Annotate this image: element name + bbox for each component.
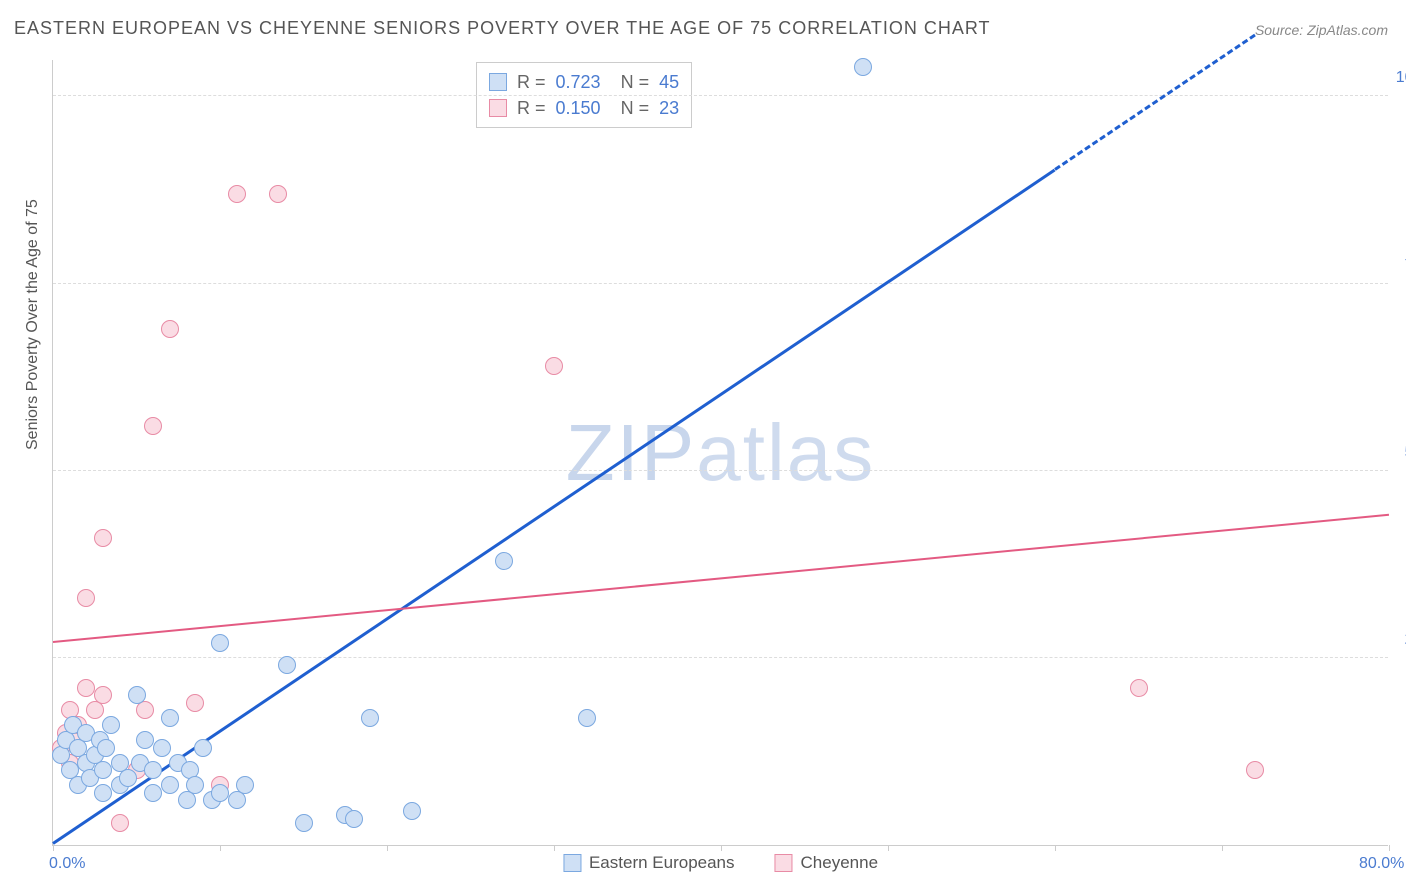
legend-label: Eastern Europeans: [589, 853, 735, 873]
x-axis-tick: [220, 845, 221, 851]
watermark: ZIPatlas: [566, 407, 875, 499]
scatter-point: [345, 810, 363, 828]
scatter-point: [97, 739, 115, 757]
x-tick-label: 0.0%: [49, 855, 85, 873]
scatter-point: [1130, 679, 1148, 697]
gridline-horizontal: [53, 470, 1388, 471]
stats-n-value: 45: [659, 69, 679, 95]
scatter-point: [854, 58, 872, 76]
stats-swatch-icon: [489, 73, 507, 91]
scatter-point: [186, 776, 204, 794]
scatter-point: [77, 589, 95, 607]
gridline-horizontal: [53, 283, 1388, 284]
scatter-point: [278, 656, 296, 674]
gridline-horizontal: [53, 95, 1388, 96]
scatter-point: [403, 802, 421, 820]
legend-swatch-icon: [775, 854, 793, 872]
scatter-point: [111, 814, 129, 832]
chart-container: EASTERN EUROPEAN VS CHEYENNE SENIORS POV…: [0, 0, 1406, 892]
stats-row: R = 0.723 N = 45: [489, 69, 679, 95]
legend-swatch-icon: [563, 854, 581, 872]
x-axis-tick: [387, 845, 388, 851]
scatter-point: [194, 739, 212, 757]
stats-r-label: R =: [517, 69, 546, 95]
scatter-point: [102, 716, 120, 734]
stats-n-label: N =: [621, 69, 650, 95]
legend-item-eastern-europeans: Eastern Europeans: [563, 853, 735, 873]
source-prefix: Source:: [1255, 22, 1303, 38]
legend-item-cheyenne: Cheyenne: [775, 853, 879, 873]
scatter-point: [136, 731, 154, 749]
y-axis-label: Seniors Poverty Over the Age of 75: [24, 199, 42, 450]
source-attribution: Source: ZipAtlas.com: [1255, 22, 1388, 38]
gridline-horizontal: [53, 657, 1388, 658]
stats-swatch-icon: [489, 99, 507, 117]
scatter-point: [77, 679, 95, 697]
scatter-point: [161, 320, 179, 338]
x-axis-tick: [1389, 845, 1390, 851]
scatter-point: [128, 686, 146, 704]
scatter-point: [119, 769, 137, 787]
scatter-point: [228, 185, 246, 203]
x-axis-tick: [888, 845, 889, 851]
bottom-legend: Eastern Europeans Cheyenne: [563, 853, 878, 873]
scatter-point: [361, 709, 379, 727]
scatter-point: [144, 784, 162, 802]
trend-line: [53, 514, 1389, 643]
source-name: ZipAtlas.com: [1307, 22, 1388, 38]
trend-line: [1054, 34, 1256, 171]
stats-r-label: R =: [517, 95, 546, 121]
scatter-point: [94, 686, 112, 704]
scatter-point: [161, 709, 179, 727]
x-axis-tick: [53, 845, 54, 851]
x-axis-tick: [554, 845, 555, 851]
scatter-point: [211, 784, 229, 802]
scatter-point: [94, 761, 112, 779]
scatter-point: [94, 529, 112, 547]
scatter-point: [578, 709, 596, 727]
scatter-point: [161, 776, 179, 794]
legend-label: Cheyenne: [801, 853, 879, 873]
stats-n-value: 23: [659, 95, 679, 121]
stats-r-value: 0.150: [556, 95, 601, 121]
chart-title: EASTERN EUROPEAN VS CHEYENNE SENIORS POV…: [14, 18, 991, 39]
x-axis-tick: [1222, 845, 1223, 851]
scatter-point: [269, 185, 287, 203]
x-axis-tick: [721, 845, 722, 851]
stats-row: R = 0.150 N = 23: [489, 95, 679, 121]
scatter-point: [495, 552, 513, 570]
x-axis-tick: [1055, 845, 1056, 851]
plot-area: ZIPatlas R =0.723N =45R =0.150N =23 East…: [52, 60, 1388, 846]
scatter-point: [236, 776, 254, 794]
scatter-point: [211, 634, 229, 652]
x-tick-label: 80.0%: [1359, 855, 1404, 873]
stats-n-label: N =: [621, 95, 650, 121]
scatter-point: [186, 694, 204, 712]
stats-r-value: 0.723: [556, 69, 601, 95]
scatter-point: [545, 357, 563, 375]
scatter-point: [295, 814, 313, 832]
y-tick-label: 100.0%: [1396, 69, 1406, 87]
scatter-point: [144, 417, 162, 435]
scatter-point: [144, 761, 162, 779]
scatter-point: [1246, 761, 1264, 779]
scatter-point: [153, 739, 171, 757]
scatter-point: [94, 784, 112, 802]
